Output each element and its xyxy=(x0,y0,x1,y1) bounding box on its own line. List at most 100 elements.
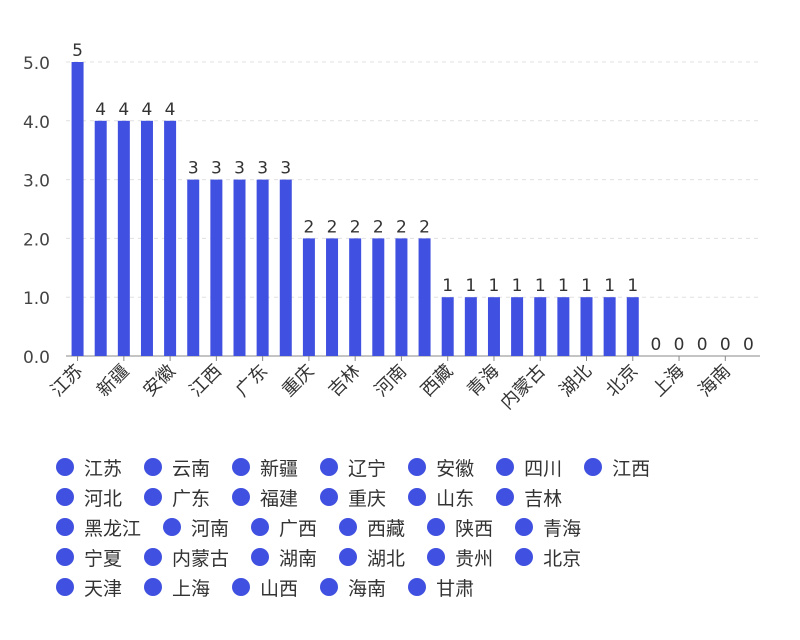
legend-row: 江苏 云南 新疆 辽宁 安徽 四川 江西 xyxy=(56,452,776,482)
legend-item[interactable]: 江西 xyxy=(584,454,650,481)
legend-item[interactable]: 广西 xyxy=(251,514,317,541)
legend-item[interactable]: 辽宁 xyxy=(320,454,386,481)
legend-marker-icon xyxy=(144,548,163,566)
bar[interactable] xyxy=(534,297,547,356)
legend-marker-icon xyxy=(56,458,74,476)
bar[interactable] xyxy=(626,297,639,356)
legend-marker-icon xyxy=(232,488,251,506)
legend-label: 广东 xyxy=(172,487,211,510)
bar[interactable] xyxy=(326,238,339,356)
legend-label: 辽宁 xyxy=(348,457,387,480)
bar[interactable] xyxy=(256,179,269,356)
legend-item[interactable]: 内蒙古 xyxy=(144,544,229,571)
data-label: 1 xyxy=(558,276,569,296)
legend-marker-icon xyxy=(56,548,74,566)
legend-item[interactable]: 河南 xyxy=(163,514,229,541)
legend-item[interactable]: 福建 xyxy=(232,484,298,511)
bar[interactable] xyxy=(210,179,223,356)
bar[interactable] xyxy=(349,238,362,356)
legend-item[interactable]: 湖北 xyxy=(339,544,405,571)
legend-item[interactable]: 山西 xyxy=(232,574,298,601)
bar[interactable] xyxy=(464,297,477,356)
legend-label: 天津 xyxy=(84,577,123,600)
bar[interactable] xyxy=(71,62,84,356)
legend-row: 河北 广东 福建 重庆 山东 吉林 xyxy=(56,482,776,512)
bar[interactable] xyxy=(580,297,593,356)
data-label: 4 xyxy=(95,100,106,120)
legend-label: 海南 xyxy=(348,577,387,600)
x-tick-label: 广东 xyxy=(232,361,272,401)
data-label: 5 xyxy=(72,41,83,61)
legend-label: 上海 xyxy=(172,577,211,600)
legend-item[interactable]: 甘肃 xyxy=(408,574,474,601)
bar[interactable] xyxy=(302,238,315,356)
legend-item[interactable]: 黑龙江 xyxy=(56,514,141,541)
legend-marker-icon xyxy=(408,578,427,596)
legend-item[interactable]: 四川 xyxy=(496,454,562,481)
data-label: 2 xyxy=(350,217,361,237)
legend-item[interactable]: 青海 xyxy=(515,514,581,541)
data-label: 0 xyxy=(743,335,754,355)
legend-item[interactable]: 陕西 xyxy=(427,514,493,541)
legend-item[interactable]: 贵州 xyxy=(427,544,493,571)
legend-item[interactable]: 上海 xyxy=(144,574,210,601)
legend-label: 新疆 xyxy=(260,457,299,480)
data-label: 1 xyxy=(512,276,523,296)
legend-marker-icon xyxy=(144,488,163,506)
data-label: 3 xyxy=(280,159,291,179)
legend-item[interactable]: 北京 xyxy=(515,544,581,571)
data-label: 0 xyxy=(650,335,661,355)
legend-item[interactable]: 海南 xyxy=(320,574,386,601)
bar-chart: 0.01.02.03.04.05.054 4 4 43 3 3 3 32 2 2 2 2 21 1 1 1 1 1… xyxy=(23,41,760,414)
bar[interactable] xyxy=(164,120,177,356)
legend-label: 广西 xyxy=(279,517,318,540)
bar[interactable] xyxy=(140,120,153,356)
legend-item[interactable]: 新疆 xyxy=(232,454,298,481)
bar[interactable] xyxy=(94,120,107,356)
legend-label: 重庆 xyxy=(348,487,387,510)
legend-label: 内蒙古 xyxy=(172,547,230,570)
y-tick-label: 5.0 xyxy=(23,54,50,74)
x-tick-label: 上海 xyxy=(648,361,688,401)
bar[interactable] xyxy=(487,297,500,356)
legend-label: 河南 xyxy=(191,517,230,540)
bar[interactable] xyxy=(233,179,246,356)
legend-item[interactable]: 吉林 xyxy=(496,484,562,511)
y-tick-label: 1.0 xyxy=(23,289,50,309)
y-tick-label: 2.0 xyxy=(23,230,50,250)
legend-item[interactable]: 江苏 xyxy=(56,454,122,481)
bar[interactable] xyxy=(511,297,524,356)
bar[interactable] xyxy=(418,238,431,356)
legend-label: 宁夏 xyxy=(84,547,123,570)
x-tick-label: 内蒙古 xyxy=(497,361,550,414)
bar[interactable] xyxy=(187,179,200,356)
legend-label: 福建 xyxy=(260,487,299,510)
legend-item[interactable]: 湖南 xyxy=(251,544,317,571)
data-label: 2 xyxy=(303,217,314,237)
bar[interactable] xyxy=(557,297,570,356)
data-label: 1 xyxy=(581,276,592,296)
bar[interactable] xyxy=(441,297,454,356)
legend-label: 湖北 xyxy=(367,547,406,570)
legend-item[interactable]: 重庆 xyxy=(320,484,386,511)
bar[interactable] xyxy=(395,238,408,356)
legend-item[interactable]: 西藏 xyxy=(339,514,405,541)
legend-label: 青海 xyxy=(543,517,582,540)
y-tick-label: 3.0 xyxy=(23,172,50,192)
bar[interactable] xyxy=(117,120,130,356)
legend-item[interactable]: 广东 xyxy=(144,484,210,511)
legend-label: 湖南 xyxy=(279,547,318,570)
data-label: 1 xyxy=(535,276,546,296)
legend-item[interactable]: 宁夏 xyxy=(56,544,122,571)
legend-item[interactable]: 山东 xyxy=(408,484,474,511)
data-label: 2 xyxy=(373,217,384,237)
legend-item[interactable]: 云南 xyxy=(144,454,210,481)
legend-item[interactable]: 天津 xyxy=(56,574,122,601)
bar[interactable] xyxy=(279,179,292,356)
bar[interactable] xyxy=(372,238,385,356)
legend-item[interactable]: 河北 xyxy=(56,484,122,511)
x-tick-label: 西藏 xyxy=(417,361,457,401)
data-label: 1 xyxy=(627,276,638,296)
legend-item[interactable]: 安徽 xyxy=(408,454,474,481)
bar[interactable] xyxy=(603,297,616,356)
